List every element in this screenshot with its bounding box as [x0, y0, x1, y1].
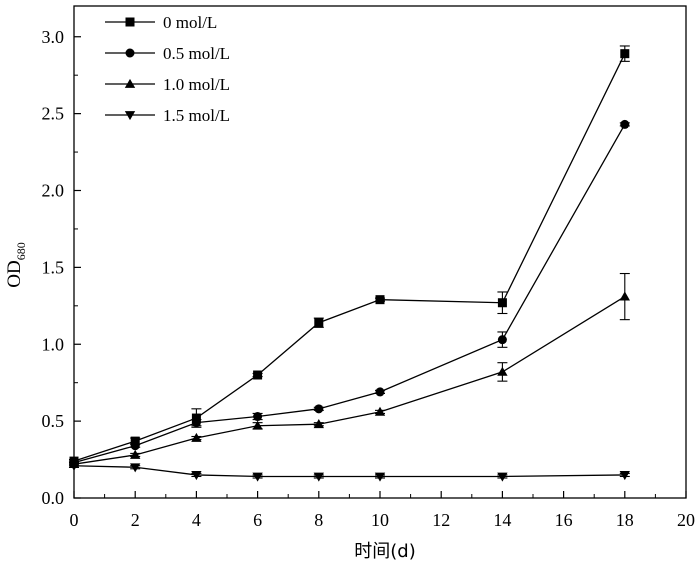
x-tick-label: 14: [493, 510, 511, 530]
data-point: [620, 49, 630, 59]
data-point: [191, 432, 202, 442]
x-tick-label: 8: [314, 510, 323, 530]
data-point: [374, 406, 386, 416]
series-line: [73, 296, 626, 465]
x-tick-label: 0: [70, 510, 79, 530]
data-point: [130, 449, 141, 459]
legend-marker: [125, 17, 135, 27]
series-line: [73, 124, 626, 464]
y-tick-label: 0.0: [42, 488, 65, 508]
data-point: [374, 472, 386, 482]
series-0: [69, 45, 630, 466]
data-point: [252, 420, 263, 430]
y-axis-label: OD680: [4, 242, 28, 287]
series-3: [68, 461, 630, 482]
y-tick-label: 3.0: [42, 27, 65, 47]
data-point: [619, 291, 630, 301]
x-axis-label: 时间(d): [354, 541, 415, 562]
data-point: [252, 472, 263, 482]
series-line: [73, 465, 625, 478]
data-point: [130, 441, 140, 451]
x-tick-label: 10: [371, 510, 389, 530]
legend-item: 1.0 mol/L: [105, 75, 230, 94]
x-tick-label: 18: [616, 510, 634, 530]
x-tick-label: 16: [555, 510, 573, 530]
legend: 0 mol/L 0.5 mol/L 1.0 mol/L 1.5 mol/L: [105, 13, 230, 125]
x-tick-label: 4: [192, 510, 201, 530]
data-point: [130, 463, 141, 473]
series-1: [69, 119, 630, 468]
data-point: [191, 471, 202, 481]
data-point: [497, 472, 508, 482]
data-point: [497, 298, 507, 308]
legend-label: 1.5 mol/L: [163, 106, 230, 125]
legend-label: 0.5 mol/L: [163, 44, 230, 63]
data-point: [314, 318, 324, 328]
data-point: [497, 335, 507, 345]
data-point: [375, 295, 385, 305]
x-tick-label: 12: [432, 510, 450, 530]
legend-label: 0 mol/L: [163, 13, 217, 32]
data-point: [313, 472, 324, 482]
data-point: [253, 412, 263, 422]
data-point: [314, 404, 324, 414]
data-point: [191, 418, 201, 428]
data-point: [191, 413, 201, 423]
x-axis: 0 2 4 6 8 10 12 14 16 18 20: [70, 491, 695, 530]
y-axis: 0.0 0.5 1.0 1.5 2.0 2.5 3.0: [42, 27, 81, 508]
data-point: [313, 419, 324, 429]
data-point: [68, 461, 80, 471]
legend-item: 1.5 mol/L: [105, 106, 230, 125]
series-line: [73, 53, 626, 462]
legend-label: 1.0 mol/L: [163, 75, 230, 94]
legend-marker: [124, 78, 136, 88]
y-tick-label: 1.0: [42, 334, 65, 354]
y-axis-label-main: OD: [4, 260, 25, 287]
y-axis-label-subscript: 680: [14, 242, 28, 260]
data-point: [253, 370, 263, 380]
legend-marker: [125, 48, 135, 58]
y-tick-label: 2.0: [42, 181, 65, 201]
legend-marker: [124, 111, 136, 121]
y-tick-label: 2.5: [42, 104, 65, 124]
legend-item: 0.5 mol/L: [105, 44, 230, 63]
x-tick-label: 6: [253, 510, 262, 530]
data-point: [130, 436, 140, 446]
data-point: [375, 387, 385, 397]
data-point: [497, 366, 508, 376]
x-tick-label: 20: [677, 510, 695, 530]
y-tick-label: 1.5: [42, 257, 65, 277]
legend-item: 0 mol/L: [105, 13, 217, 32]
x-tick-label: 2: [131, 510, 140, 530]
data-point: [620, 119, 630, 129]
y-tick-label: 0.5: [42, 411, 65, 431]
series-layer: [68, 45, 630, 482]
data-point: [619, 471, 630, 481]
